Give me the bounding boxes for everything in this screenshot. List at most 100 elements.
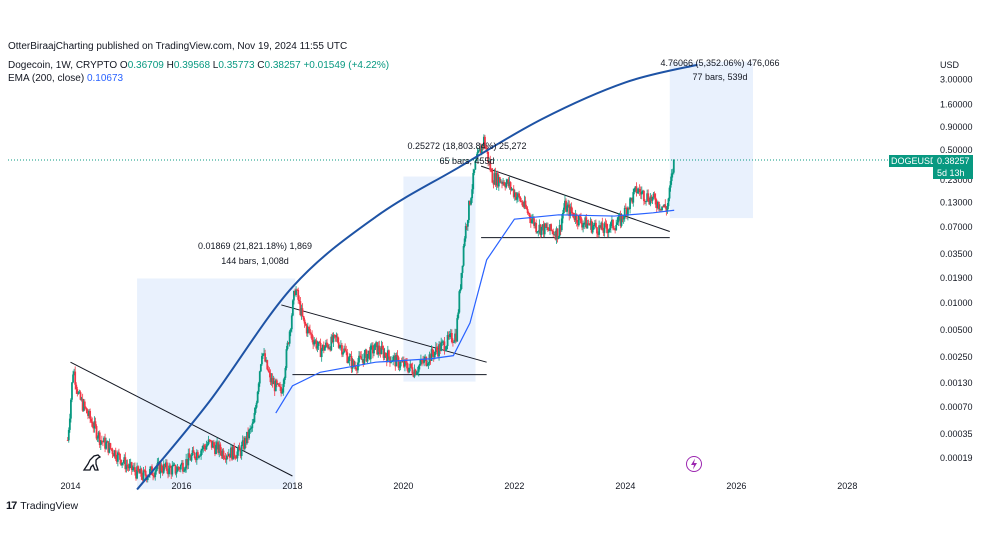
candle-body bbox=[535, 223, 538, 233]
candle-body bbox=[223, 458, 226, 460]
candle-body bbox=[279, 386, 281, 388]
candle-body bbox=[333, 334, 336, 336]
open-label: O bbox=[119, 60, 128, 71]
candle-body bbox=[468, 201, 470, 221]
candle-body bbox=[219, 444, 222, 452]
candle-body bbox=[81, 398, 84, 411]
candle-body bbox=[98, 432, 101, 446]
candle-body bbox=[210, 440, 213, 448]
candle-body bbox=[444, 349, 447, 352]
footer-brand[interactable]: 17 TradingView bbox=[6, 500, 78, 512]
candle-body bbox=[487, 151, 490, 163]
candle-body bbox=[109, 443, 112, 449]
candle-body bbox=[295, 289, 297, 296]
candle-body bbox=[289, 329, 292, 332]
ema-label[interactable]: EMA (200, close) bbox=[8, 73, 85, 84]
candle-body bbox=[128, 464, 131, 469]
candle-body bbox=[533, 218, 535, 226]
candle-body bbox=[425, 356, 428, 366]
candle-body bbox=[220, 451, 223, 456]
candle-body bbox=[385, 356, 388, 363]
candle-body bbox=[450, 333, 453, 343]
candle-body bbox=[285, 349, 288, 368]
candle-body bbox=[131, 469, 134, 470]
candle-body bbox=[288, 331, 291, 344]
candle-body bbox=[67, 429, 70, 441]
candle-body bbox=[551, 230, 554, 232]
candle-body bbox=[574, 214, 577, 221]
candle-body bbox=[225, 455, 228, 460]
candle-body bbox=[119, 453, 121, 460]
candle-body bbox=[613, 228, 615, 230]
candle-body bbox=[649, 196, 652, 205]
candle-body bbox=[633, 188, 636, 193]
candle-body bbox=[162, 464, 165, 473]
candle-body bbox=[660, 208, 662, 211]
candle-body bbox=[194, 457, 197, 461]
candle-body bbox=[294, 290, 296, 296]
candle-body bbox=[445, 346, 448, 350]
price-tick-label: 0.00019 bbox=[940, 453, 973, 463]
candle-body bbox=[530, 219, 533, 224]
candle-body bbox=[326, 342, 328, 345]
candle-body bbox=[247, 431, 249, 439]
candle-body bbox=[87, 413, 89, 416]
candle-body bbox=[299, 301, 302, 316]
candle-body bbox=[643, 190, 645, 202]
time-tick-label: 2022 bbox=[504, 481, 524, 491]
candle-body bbox=[153, 475, 156, 478]
candle-body bbox=[566, 205, 569, 212]
candle-body bbox=[665, 207, 668, 212]
candle-body bbox=[130, 462, 133, 470]
candle-body bbox=[537, 231, 540, 232]
candle-body bbox=[216, 442, 219, 445]
candle-body bbox=[548, 229, 550, 231]
candle-body bbox=[659, 208, 661, 210]
candle-body bbox=[583, 223, 586, 225]
candle-body bbox=[155, 468, 158, 472]
candle-body bbox=[221, 450, 224, 456]
candle-body bbox=[582, 224, 585, 228]
candle-body bbox=[196, 452, 199, 458]
candle-body bbox=[491, 170, 494, 183]
candle-body bbox=[242, 440, 245, 449]
candle-body bbox=[644, 201, 646, 202]
candle-body bbox=[370, 345, 373, 347]
symbol-label[interactable]: Dogecoin, 1W, CRYPTO bbox=[8, 60, 118, 71]
candle-body bbox=[604, 223, 607, 225]
candle-body bbox=[523, 200, 526, 207]
candle-body bbox=[368, 350, 371, 360]
candle-body bbox=[417, 365, 420, 372]
candle-body bbox=[527, 212, 530, 214]
candle-body bbox=[265, 360, 268, 362]
candle-body bbox=[201, 448, 204, 451]
candle-body bbox=[405, 360, 407, 363]
candle-body bbox=[383, 352, 386, 358]
candle-body bbox=[237, 446, 240, 452]
candle-body bbox=[359, 355, 361, 357]
candle-body bbox=[118, 452, 120, 454]
candle-body bbox=[575, 214, 578, 223]
candle-body bbox=[522, 205, 525, 207]
candle-body bbox=[188, 453, 191, 458]
candle-body bbox=[114, 450, 117, 459]
candle-body bbox=[369, 345, 372, 360]
candle-body bbox=[96, 437, 99, 439]
ema-200-line bbox=[275, 209, 675, 414]
candle-body bbox=[297, 289, 300, 300]
candle-body bbox=[392, 356, 395, 362]
candle-body bbox=[259, 364, 262, 372]
candle-body bbox=[331, 336, 334, 343]
candle-body bbox=[283, 377, 286, 384]
price-tick-label: 0.00250 bbox=[940, 352, 973, 362]
candle-body bbox=[173, 464, 176, 466]
candle-body bbox=[640, 191, 643, 195]
candle-body bbox=[608, 228, 611, 230]
candle-body bbox=[671, 172, 674, 174]
flash-icon[interactable] bbox=[686, 456, 702, 472]
candle-body bbox=[393, 355, 396, 357]
candle-body bbox=[268, 371, 271, 374]
candle-body bbox=[576, 222, 579, 226]
price-tick-label: 0.01000 bbox=[940, 298, 973, 308]
